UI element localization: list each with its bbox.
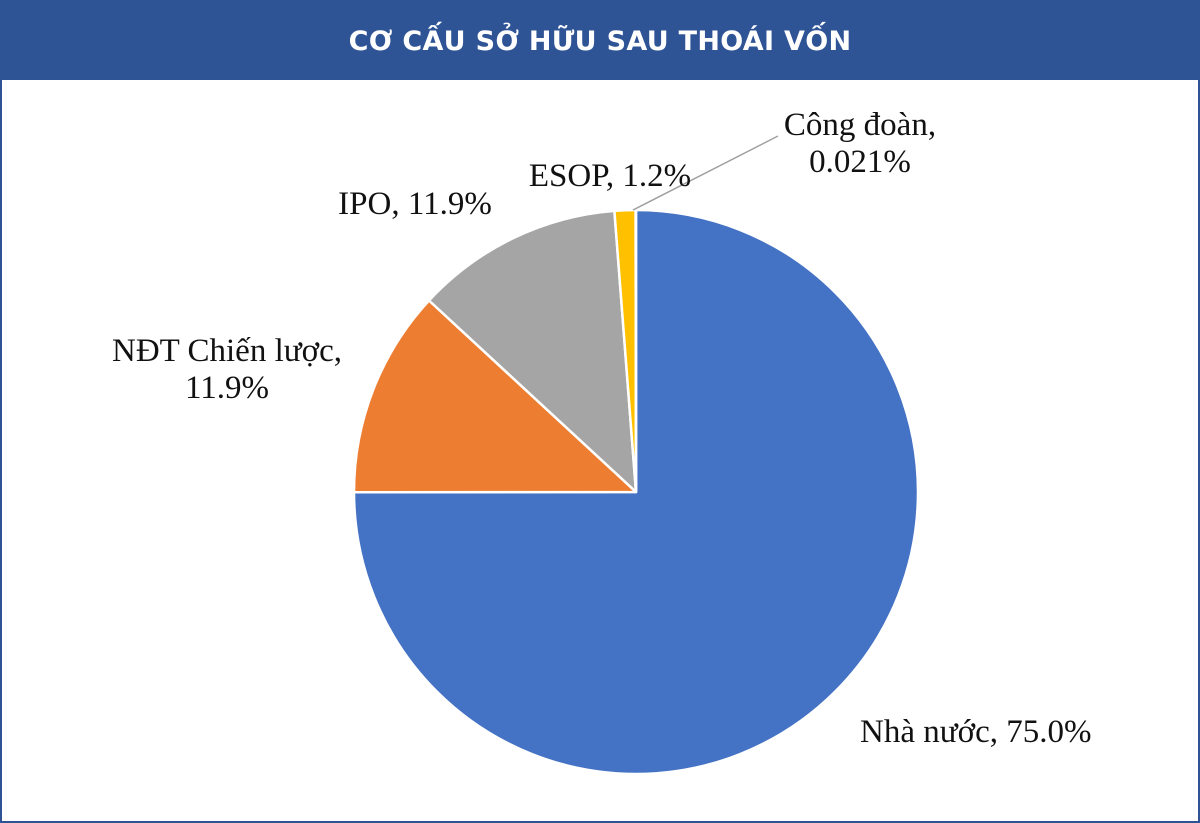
title-bar: CƠ CẤU SỞ HỮU SAU THOÁI VỐN xyxy=(2,2,1198,80)
pie-slice-ipo xyxy=(427,209,638,494)
label-cong-doan-line2: 0.021% xyxy=(809,144,911,180)
pie-slice-nhà-nước xyxy=(352,208,920,776)
leader-line-cong-doan xyxy=(632,135,779,211)
pie-slice-nđt-chiến-lược xyxy=(352,299,638,494)
pie-slices xyxy=(352,208,920,776)
label-ipo: IPO, 11.9% xyxy=(338,186,492,222)
label-cong-doan-line1: Công đoàn, xyxy=(784,107,936,143)
label-esop: ESOP, 1.2% xyxy=(529,158,691,194)
label-nha-nuoc: Nhà nước, 75.0% xyxy=(860,714,1091,750)
chart-title: CƠ CẤU SỞ HỮU SAU THOÁI VỐN xyxy=(348,25,852,57)
label-ndt-chien-luoc-line1: NĐT Chiến lược, xyxy=(112,333,342,369)
label-ndt-chien-luoc-line2: 11.9% xyxy=(185,370,269,406)
